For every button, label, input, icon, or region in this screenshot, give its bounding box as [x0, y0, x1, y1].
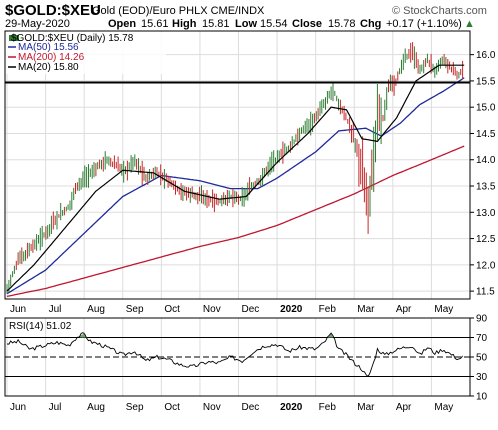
rsi-x-label: Oct: [164, 402, 180, 413]
high-label: High: [172, 18, 197, 30]
price-x-label: Jun: [10, 304, 26, 315]
price-panel: 11.5 12.0 12.5 13.0 13.5 14.0 14.5 15.0 15.5 16.0: [4, 30, 496, 300]
rsi-panel: RSI(14) 51.02 90 70 50 30 10: [4, 314, 488, 403]
rsi-axis: 90 70 50 30 10: [470, 314, 488, 403]
price-tick-label: 16.0: [476, 50, 496, 61]
open-value: 15.61: [141, 18, 169, 30]
rsi-tick-label: 10: [476, 392, 488, 403]
price-tick-label: 11.5: [476, 287, 495, 298]
chg-label: Chg: [360, 18, 381, 30]
legend-ma20: MA(20) 15.80: [18, 62, 79, 73]
legend-swatch-price: [9, 35, 19, 41]
price-x-label: Aug: [87, 304, 105, 315]
price-tick-label: 14.5: [476, 129, 496, 140]
low-label: Low: [235, 18, 257, 30]
price-tick-label: 15.5: [476, 76, 496, 87]
chg-value: +0.17 (+1.10%): [386, 18, 462, 30]
ma20-path: [6, 64, 465, 292]
rsi-x-label: Sep: [126, 402, 144, 413]
ma20-line: [6, 64, 465, 292]
price-x-label: Nov: [203, 304, 221, 315]
price-tick-label: 13.0: [476, 208, 496, 219]
legend-ma200: MA(200) 14.26: [18, 52, 85, 63]
close-value: 15.78: [328, 18, 356, 30]
price-tick-label: 14.0: [476, 155, 496, 166]
legend-price: $GOLD:$XEU (Daily) 15.78: [11, 33, 134, 44]
price-bars: [6, 42, 464, 294]
price-x-label: Feb: [319, 304, 337, 315]
ma50-line: [6, 77, 465, 295]
price-grid: [5, 31, 470, 299]
rsi-x-label: 2020: [280, 402, 303, 413]
price-panel-border: [4, 30, 471, 300]
rsi-x-label: Jun: [10, 402, 26, 413]
rsi-grid: [5, 318, 470, 396]
open-label: Open: [108, 18, 136, 30]
price-x-label: Dec: [242, 304, 260, 315]
ma50-path: [6, 77, 465, 295]
symbol-description: Gold (EOD)/Euro PHLX CME/INDX: [92, 5, 265, 17]
price-x-label: Mar: [357, 304, 375, 315]
rsi-line: [6, 332, 463, 378]
price-x-label: May: [434, 304, 453, 315]
price-tick-label: 13.5: [476, 182, 496, 193]
rsi-tick-label: 30: [476, 372, 488, 383]
price-x-label: 2020: [280, 304, 303, 315]
rsi-tick-label: 50: [476, 353, 488, 364]
price-x-label: Apr: [396, 304, 412, 315]
symbol-title: $GOLD:$XEU: [5, 2, 101, 19]
rsi-x-label: May: [434, 402, 453, 413]
close-label: Close: [292, 18, 322, 30]
price-tick-label: 12.0: [476, 260, 496, 271]
ma200-path: [6, 145, 465, 298]
rsi-tick-label: 90: [476, 314, 488, 325]
high-value: 15.81: [202, 18, 230, 30]
quote-date: 29-May-2020: [5, 18, 70, 30]
price-x-label: Jul: [49, 304, 62, 315]
price-tick-label: 15.0: [476, 103, 496, 114]
rsi-tick-label: 70: [476, 333, 488, 344]
rsi-x-label: Mar: [357, 402, 375, 413]
rsi-x-axis: Jun Jul Aug Sep Oct Nov Dec 2020 Feb Mar Apr May: [10, 402, 453, 413]
chg-up-arrow-icon: ▲: [464, 18, 475, 30]
rsi-label: RSI(14) 51.02: [9, 321, 72, 332]
rsi-x-label: Apr: [396, 402, 412, 413]
rsi-panel-border: [4, 317, 471, 397]
rsi-x-label: Nov: [203, 402, 221, 413]
rsi-x-label: Feb: [319, 402, 337, 413]
rsi-overbought-fill: [7, 333, 465, 338]
price-x-label: Oct: [164, 304, 180, 315]
rsi-path: [6, 332, 463, 378]
legend: $GOLD:$XEU (Daily) 15.78 MA(50) 15.56 MA…: [6, 32, 166, 74]
watermark: © StockCharts.com: [392, 5, 487, 17]
price-x-axis: Jun Jul Aug Sep Oct Nov Dec 2020 Feb Mar Apr May: [10, 304, 453, 315]
rsi-fill-path: [7, 333, 465, 338]
price-x-label: Sep: [126, 304, 144, 315]
low-value: 15.54: [260, 18, 288, 30]
rsi-x-label: Aug: [87, 402, 105, 413]
price-axis: 11.5 12.0 12.5 13.0 13.5 14.0 14.5 15.0 15.5 16.0: [470, 50, 496, 298]
ma200-line: [6, 145, 465, 298]
rsi-x-label: Dec: [242, 402, 260, 413]
rsi-x-label: Jul: [49, 402, 62, 413]
legend-ma50: MA(50) 15.56: [18, 42, 79, 53]
price-tick-label: 12.5: [476, 234, 496, 245]
